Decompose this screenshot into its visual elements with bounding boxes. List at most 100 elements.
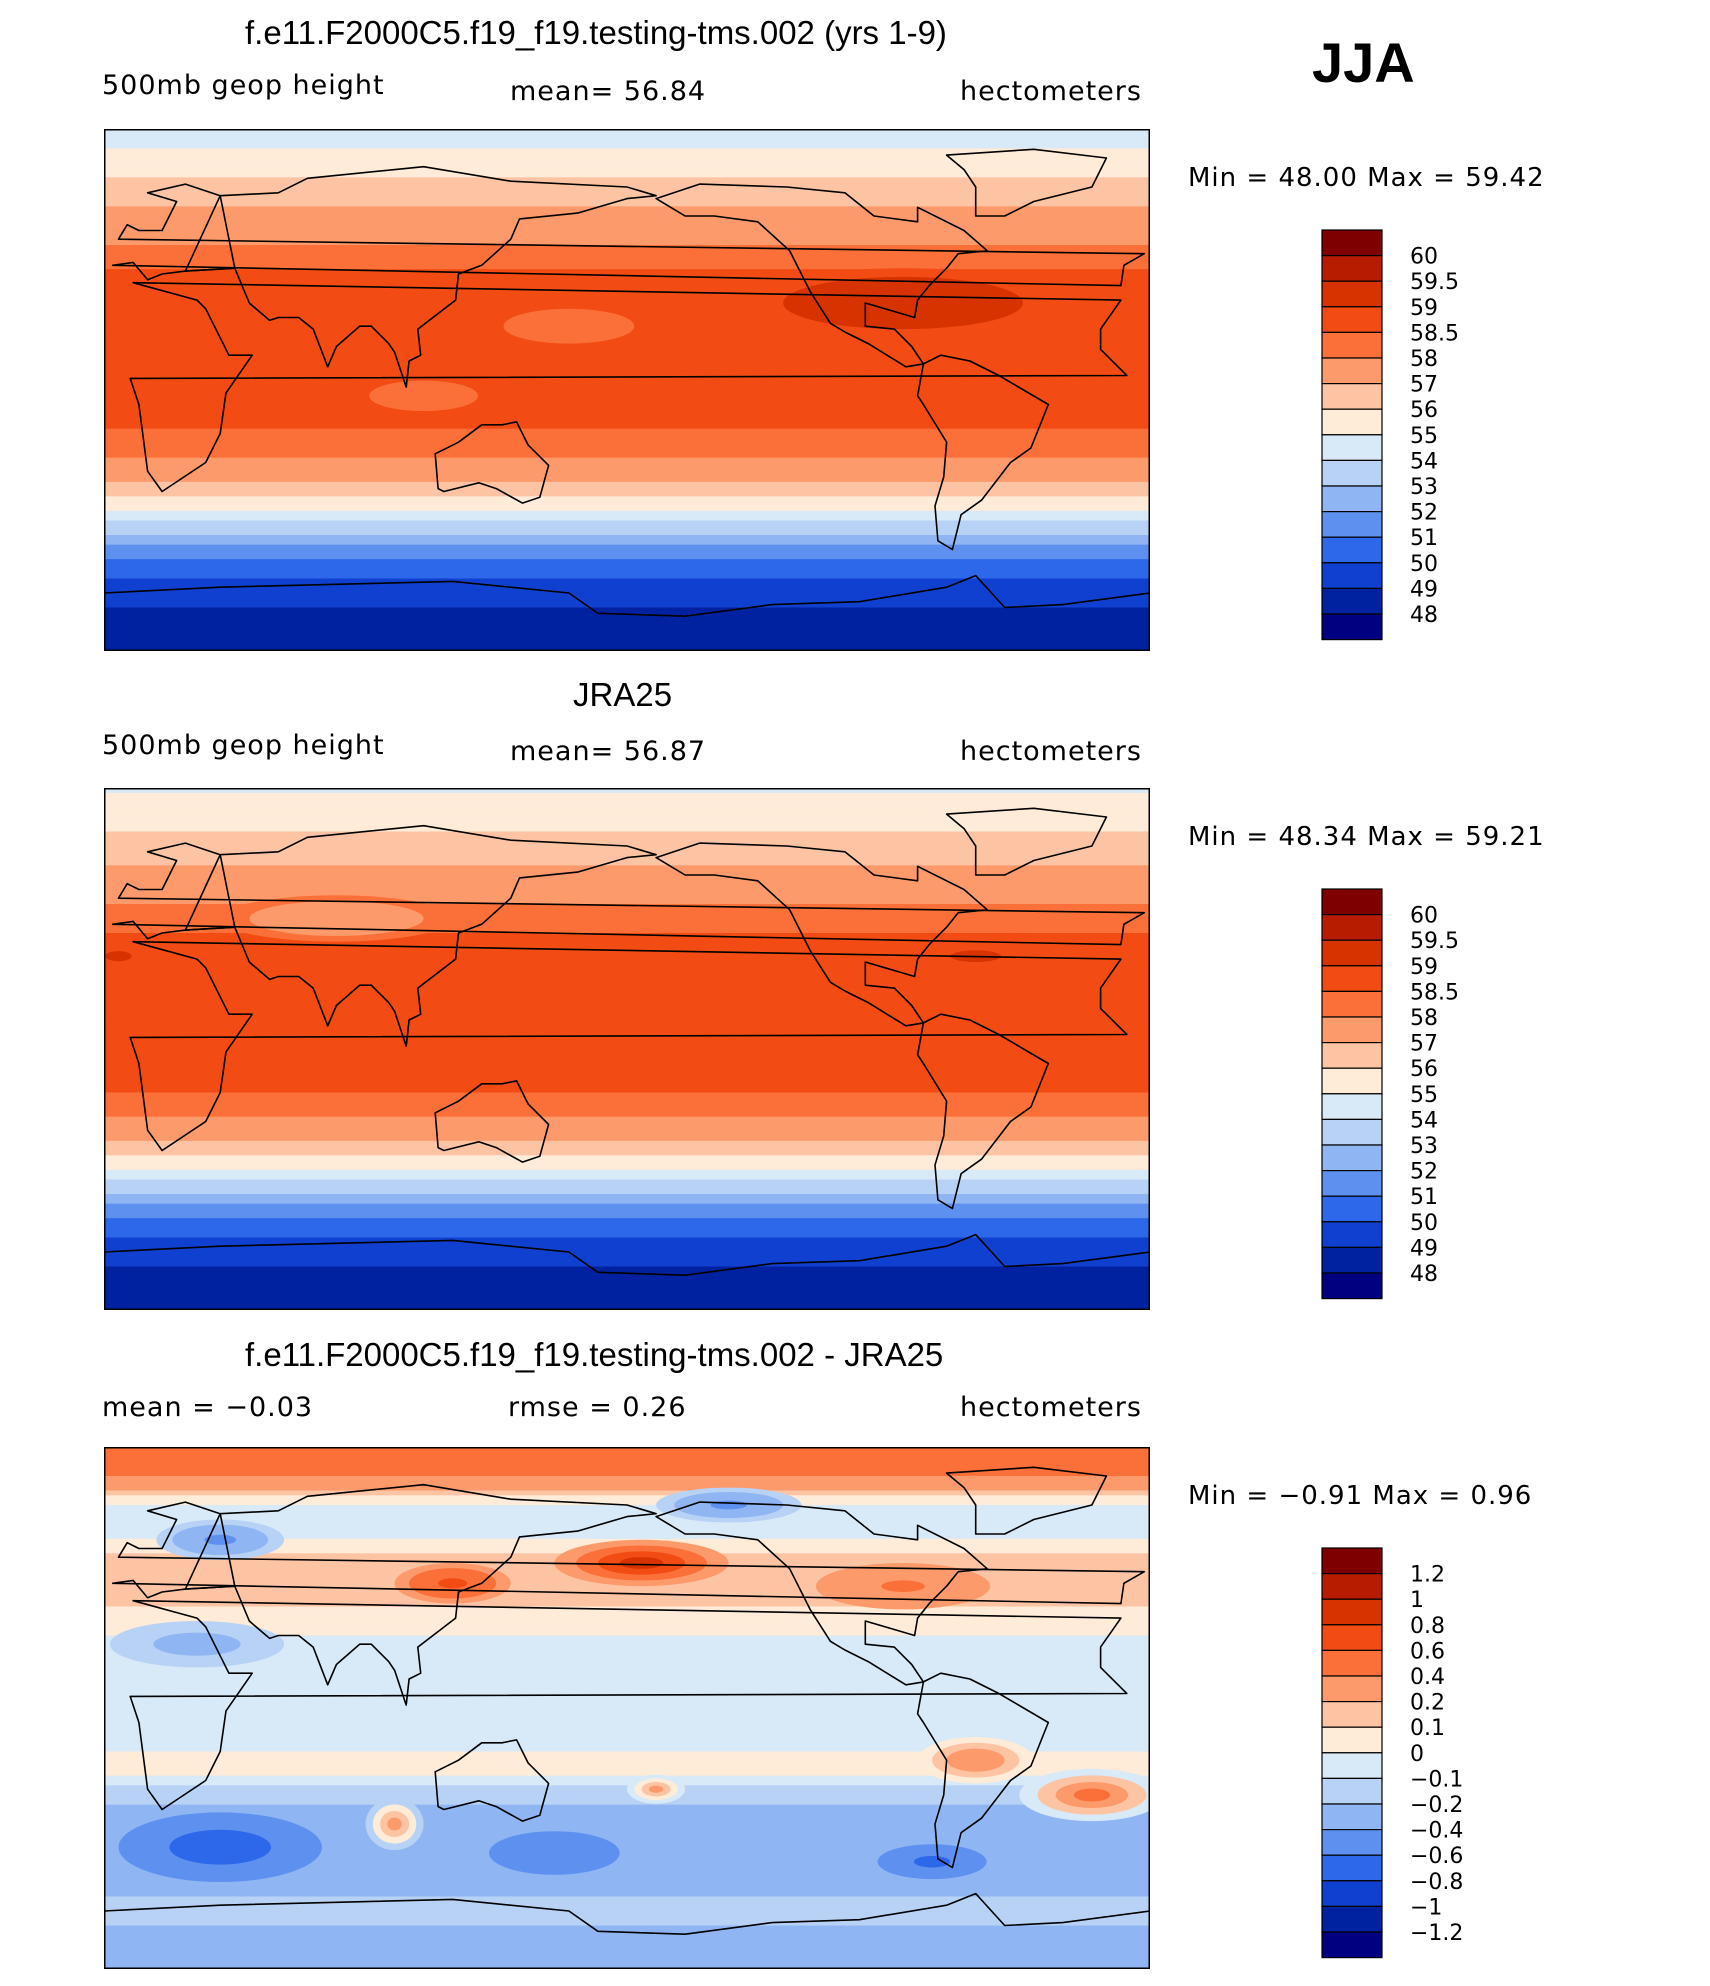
- colorbar-box: [1321, 1624, 1383, 1652]
- contour-band: [104, 841, 1150, 847]
- colorbar-box: [1321, 408, 1383, 436]
- contour-band: [104, 1712, 1150, 1719]
- contour-band: [104, 1078, 1150, 1084]
- contour-band: [104, 1693, 1150, 1699]
- colorbar-box: [1321, 280, 1383, 308]
- coastline-antarctica: [104, 1233, 1150, 1310]
- contour-band: [104, 1029, 1150, 1036]
- contour-band: [104, 1451, 1150, 1458]
- map-svg: [104, 1447, 1150, 1969]
- contour-band: [104, 559, 1150, 565]
- contour-band: [104, 530, 1150, 536]
- colorbar-tick-label: 54: [1410, 449, 1438, 474]
- contour-band: [104, 646, 1150, 651]
- contour-band: [104, 607, 1150, 613]
- coastline-africa: [129, 940, 1128, 1152]
- panel-3-mean: mean = −0.03: [102, 1392, 314, 1423]
- contour-band: [104, 1901, 1150, 1907]
- contour-band: [104, 298, 1150, 304]
- anomaly-contour: [619, 1557, 664, 1569]
- colorbar-tick-label: 1.2: [1410, 1563, 1445, 1588]
- colorbar-tick-label: 1: [1410, 1588, 1424, 1613]
- colorbar-box: [1321, 1170, 1383, 1197]
- colorbar-box: [1321, 485, 1383, 513]
- coastline-europe: [111, 183, 1145, 287]
- map-svg: [104, 788, 1150, 1310]
- contour-band: [104, 1097, 1150, 1103]
- contour-band: [104, 802, 1150, 808]
- coastline-australia: [434, 1739, 550, 1822]
- colorbar-box: [1321, 965, 1383, 993]
- colorbar-tick-label: −0.8: [1410, 1870, 1463, 1895]
- contour-band: [104, 1005, 1150, 1011]
- contour-band: [104, 1300, 1150, 1306]
- contour-band: [104, 1476, 1150, 1482]
- contour-band: [104, 1107, 1150, 1113]
- contour-band: [104, 865, 1150, 871]
- contour-band: [104, 1833, 1150, 1840]
- panel-2-minmax: Min = 48.34 Max = 59.21: [1188, 822, 1545, 852]
- panel-1-minmax: Min = 48.00 Max = 59.42: [1188, 163, 1545, 193]
- contour-band: [104, 1140, 1150, 1147]
- contour-band: [104, 438, 1150, 444]
- contour-band: [104, 995, 1150, 1002]
- contour-band: [104, 807, 1150, 813]
- contour-band: [104, 1785, 1150, 1791]
- coastline-asia: [184, 165, 657, 388]
- contour-band: [104, 235, 1150, 241]
- contour-band: [104, 419, 1150, 425]
- contour-band: [104, 913, 1150, 920]
- contour-band: [104, 433, 1150, 439]
- contour-band: [104, 986, 1150, 992]
- contour-band: [104, 293, 1150, 299]
- contour-band: [104, 908, 1150, 915]
- anomaly-contour: [105, 951, 132, 962]
- contour-band: [104, 1010, 1150, 1016]
- colorbar-tick-label: 60: [1410, 904, 1438, 929]
- contour-band: [104, 1102, 1150, 1108]
- contour-band: [104, 1242, 1150, 1248]
- contour-band: [104, 1145, 1150, 1152]
- colorbar-tick-label: 0.8: [1410, 1614, 1445, 1639]
- contour-band: [104, 1519, 1150, 1525]
- contour-band: [104, 846, 1150, 852]
- anomaly-contour: [648, 1785, 664, 1793]
- contour-band: [104, 1698, 1150, 1704]
- colorbar-box: [1321, 1246, 1383, 1274]
- colorbar-box: [1321, 1777, 1383, 1805]
- contour-band: [104, 918, 1150, 924]
- contour-band: [104, 636, 1150, 642]
- contour-band: [104, 957, 1150, 963]
- colorbar-box: [1321, 1931, 1383, 1959]
- contour-band: [104, 966, 1150, 973]
- panel-1-title: f.e11.F2000C5.f19_f19.testing-tms.002 (y…: [245, 14, 947, 51]
- contour-band: [104, 1490, 1150, 1496]
- anomaly-contour: [387, 1817, 402, 1831]
- contour-band: [104, 1925, 1150, 1931]
- colorbar-tick-label: 51: [1410, 1185, 1438, 1210]
- contour-band: [104, 1645, 1150, 1651]
- contour-band: [104, 443, 1150, 449]
- colorbar-box: [1321, 990, 1383, 1018]
- contour-band: [104, 230, 1150, 236]
- contour-band: [104, 1524, 1150, 1530]
- anomaly-contour: [438, 1578, 468, 1589]
- contour-band: [104, 1915, 1150, 1922]
- contour-band: [104, 1732, 1150, 1738]
- contour-band: [104, 365, 1150, 372]
- contour-band: [104, 1906, 1150, 1912]
- contour-band: [104, 1276, 1150, 1282]
- contour-band: [104, 1596, 1150, 1603]
- colorbar-box: [1321, 331, 1383, 359]
- contour-band: [104, 923, 1150, 929]
- colorbar-tick-label: 54: [1410, 1108, 1438, 1133]
- coastline-australia: [434, 421, 550, 504]
- colorbar-tick-label: −0.1: [1410, 1767, 1463, 1792]
- colorbar-tick-label: 59: [1410, 955, 1438, 980]
- contour-band: [104, 884, 1150, 891]
- contour-band: [104, 797, 1150, 804]
- coastline-africa: [129, 281, 1128, 493]
- contour-band: [104, 172, 1150, 178]
- coastline-antarctica: [104, 574, 1150, 651]
- contour-band: [104, 904, 1150, 910]
